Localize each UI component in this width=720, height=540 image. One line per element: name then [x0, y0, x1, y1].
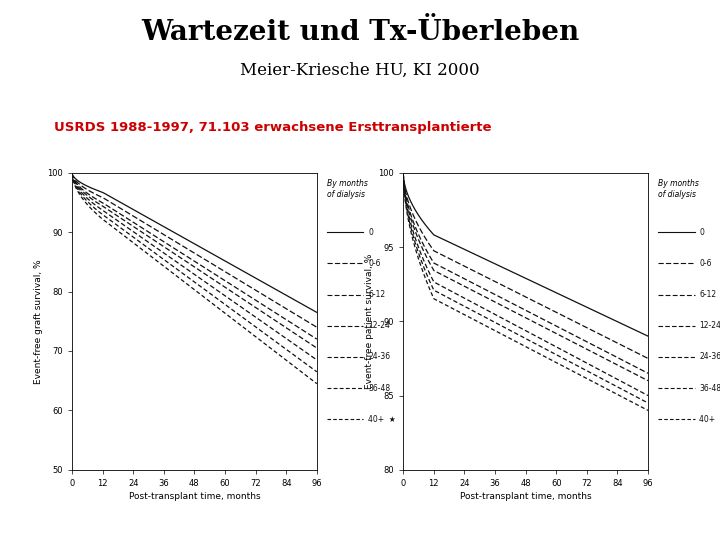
X-axis label: Post-transplant time, months: Post-transplant time, months: [129, 492, 260, 501]
Text: By months
of dialysis: By months of dialysis: [327, 179, 367, 199]
Text: 40+  ★: 40+ ★: [368, 415, 396, 424]
Text: 6-12: 6-12: [368, 290, 385, 299]
Text: 12-24: 12-24: [368, 321, 390, 330]
Text: Meier-Kriesche HU, KI 2000: Meier-Kriesche HU, KI 2000: [240, 62, 480, 79]
Text: 36-48: 36-48: [699, 383, 720, 393]
Text: 0-6: 0-6: [368, 259, 381, 268]
X-axis label: Post-transplant time, months: Post-transplant time, months: [460, 492, 591, 501]
Y-axis label: Event-free patient survival, %: Event-free patient survival, %: [365, 254, 374, 389]
Text: Wartezeit und Tx-Überleben: Wartezeit und Tx-Überleben: [141, 19, 579, 46]
Text: USRDS 1988-1997, 71.103 erwachsene Ersttransplantierte: USRDS 1988-1997, 71.103 erwachsene Erstt…: [54, 122, 492, 134]
Text: 0-6: 0-6: [699, 259, 712, 268]
Text: By months
of dialysis: By months of dialysis: [658, 179, 698, 199]
Text: 36-48: 36-48: [368, 383, 390, 393]
Text: 0: 0: [699, 228, 704, 237]
Text: 0: 0: [368, 228, 373, 237]
Text: 40+  ★: 40+ ★: [699, 415, 720, 424]
Text: 12-24: 12-24: [699, 321, 720, 330]
Y-axis label: Event-free graft survival, %: Event-free graft survival, %: [34, 259, 43, 383]
Text: 6-12: 6-12: [699, 290, 716, 299]
Text: 24-36: 24-36: [368, 353, 390, 361]
Text: 24-36: 24-36: [699, 353, 720, 361]
